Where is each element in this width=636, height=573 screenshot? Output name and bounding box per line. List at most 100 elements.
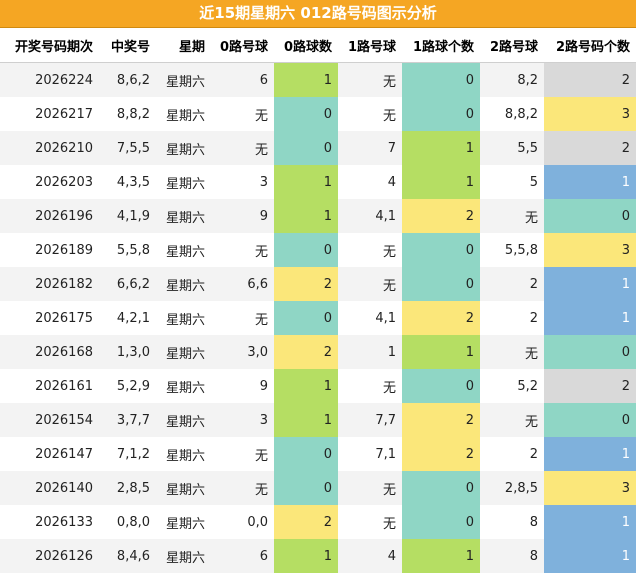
issue-cell: 2026203 [0,165,99,199]
number-cell: 8,6,2 [99,62,156,97]
number-cell: 6,6,2 [99,267,156,301]
route1-count-cell: 1 [402,539,480,573]
route1-count-cell: 0 [402,267,480,301]
route0-count-cell: 0 [274,437,338,471]
route0-count-cell: 1 [274,539,338,573]
number-cell: 8,8,2 [99,97,156,131]
route1-count-cell: 2 [402,301,480,335]
weekday-cell: 星期六 [156,62,211,97]
weekday-cell: 星期六 [156,267,211,301]
route2-count-cell: 0 [544,403,636,437]
header-issue: 开奖号码期次 [0,28,99,63]
route0-count-cell: 2 [274,505,338,539]
route1-count-cell: 2 [402,199,480,233]
weekday-cell: 星期六 [156,505,211,539]
route1-balls-cell: 无 [338,267,402,301]
route0-balls-cell: 无 [211,301,274,335]
weekday-cell: 星期六 [156,369,211,403]
route0-count-cell: 0 [274,131,338,165]
table-row: 2026189 5,5,8 星期六无 0 无 0 5,5,8 3 [0,233,636,267]
route1-count-cell: 1 [402,335,480,369]
table-row: 2026154 3,7,7 星期六 3 1 7,7 2 无 0 [0,403,636,437]
route2-count-cell: 1 [544,301,636,335]
weekday-cell: 星期六 [156,471,211,505]
route2-count-cell: 1 [544,437,636,471]
route1-balls-cell: 7 [338,131,402,165]
route0-balls-cell: 无 [211,97,274,131]
route0-balls-cell: 0,0 [211,505,274,539]
route1-count-cell: 1 [402,165,480,199]
route1-balls-cell: 4 [338,539,402,573]
route0-count-cell: 1 [274,165,338,199]
table-row: 2026133 0,8,0 星期六 0,0 2 无 0 8 1 [0,505,636,539]
weekday-cell: 星期六 [156,233,211,267]
table-row: 2026182 6,6,2 星期六 6,6 2 无 0 2 1 [0,267,636,301]
route1-balls-cell: 7,7 [338,403,402,437]
table-row: 2026217 8,8,2 星期六无 0 无 0 8,8,2 3 [0,97,636,131]
route2-balls-cell: 无 [480,403,544,437]
table-row: 2026140 2,8,5 星期六无 0 无 0 2,8,5 3 [0,471,636,505]
weekday-cell: 星期六 [156,199,211,233]
header-route2-balls: 2路号球 [480,28,544,63]
route1-count-cell: 2 [402,437,480,471]
issue-cell: 2026140 [0,471,99,505]
number-cell: 1,3,0 [99,335,156,369]
route2-balls-cell: 2 [480,267,544,301]
route2-count-cell: 2 [544,62,636,97]
weekday-cell: 星期六 [156,131,211,165]
route1-balls-cell: 无 [338,233,402,267]
table-header-row: 开奖号码期次 中奖号 星期 0路号球 0路球数 1路号球 1路球个数 2路号球 … [0,28,636,63]
route2-count-cell: 3 [544,97,636,131]
route0-balls-cell: 3 [211,403,274,437]
route1-balls-cell: 无 [338,97,402,131]
route2-count-cell: 3 [544,233,636,267]
issue-cell: 2026217 [0,97,99,131]
issue-cell: 2026154 [0,403,99,437]
route1-balls-cell: 4,1 [338,199,402,233]
route0-count-cell: 0 [274,301,338,335]
route0-count-cell: 1 [274,62,338,97]
number-cell: 4,2,1 [99,301,156,335]
issue-cell: 2026224 [0,62,99,97]
issue-cell: 2026161 [0,369,99,403]
table-body: 2026224 8,6,2 星期六 6 1 无 0 8,2 2 2026217 8,8,2 星期六无 0… [0,62,636,573]
issue-cell: 2026168 [0,335,99,369]
number-cell: 7,5,5 [99,131,156,165]
table-row: 2026203 4,3,5 星期六 3 1 4 1 5 1 [0,165,636,199]
number-cell: 3,7,7 [99,403,156,437]
route2-count-cell: 3 [544,471,636,505]
route1-balls-cell: 无 [338,369,402,403]
header-number: 中奖号 [99,28,156,63]
header-route1-balls: 1路号球 [338,28,402,63]
route2-balls-cell: 无 [480,335,544,369]
route0-count-cell: 0 [274,471,338,505]
route0-balls-cell: 无 [211,437,274,471]
route2-balls-cell: 2 [480,301,544,335]
issue-cell: 2026182 [0,267,99,301]
header-route0-count: 0路球数 [274,28,338,63]
table-row: 2026175 4,2,1 星期六无 0 4,1 2 2 1 [0,301,636,335]
route0-balls-cell: 无 [211,131,274,165]
number-cell: 8,4,6 [99,539,156,573]
route0-count-cell: 0 [274,97,338,131]
route1-count-cell: 0 [402,369,480,403]
table-row: 2026161 5,2,9 星期六 9 1 无 0 5,2 2 [0,369,636,403]
issue-cell: 2026196 [0,199,99,233]
table-row: 2026224 8,6,2 星期六 6 1 无 0 8,2 2 [0,62,636,97]
table-row: 2026147 7,1,2 星期六无 0 7,1 2 2 1 [0,437,636,471]
route0-balls-cell: 6 [211,539,274,573]
weekday-cell: 星期六 [156,165,211,199]
route0-count-cell: 1 [274,199,338,233]
route2-count-cell: 1 [544,539,636,573]
route0-balls-cell: 3 [211,165,274,199]
route0-balls-cell: 6,6 [211,267,274,301]
route1-balls-cell: 无 [338,471,402,505]
route0-balls-cell: 无 [211,233,274,267]
number-cell: 2,8,5 [99,471,156,505]
route-analysis-table: 开奖号码期次 中奖号 星期 0路号球 0路球数 1路号球 1路球个数 2路号球 … [0,28,636,573]
route2-balls-cell: 5,2 [480,369,544,403]
number-cell: 4,1,9 [99,199,156,233]
weekday-cell: 星期六 [156,97,211,131]
route2-balls-cell: 8 [480,539,544,573]
route2-balls-cell: 5 [480,165,544,199]
